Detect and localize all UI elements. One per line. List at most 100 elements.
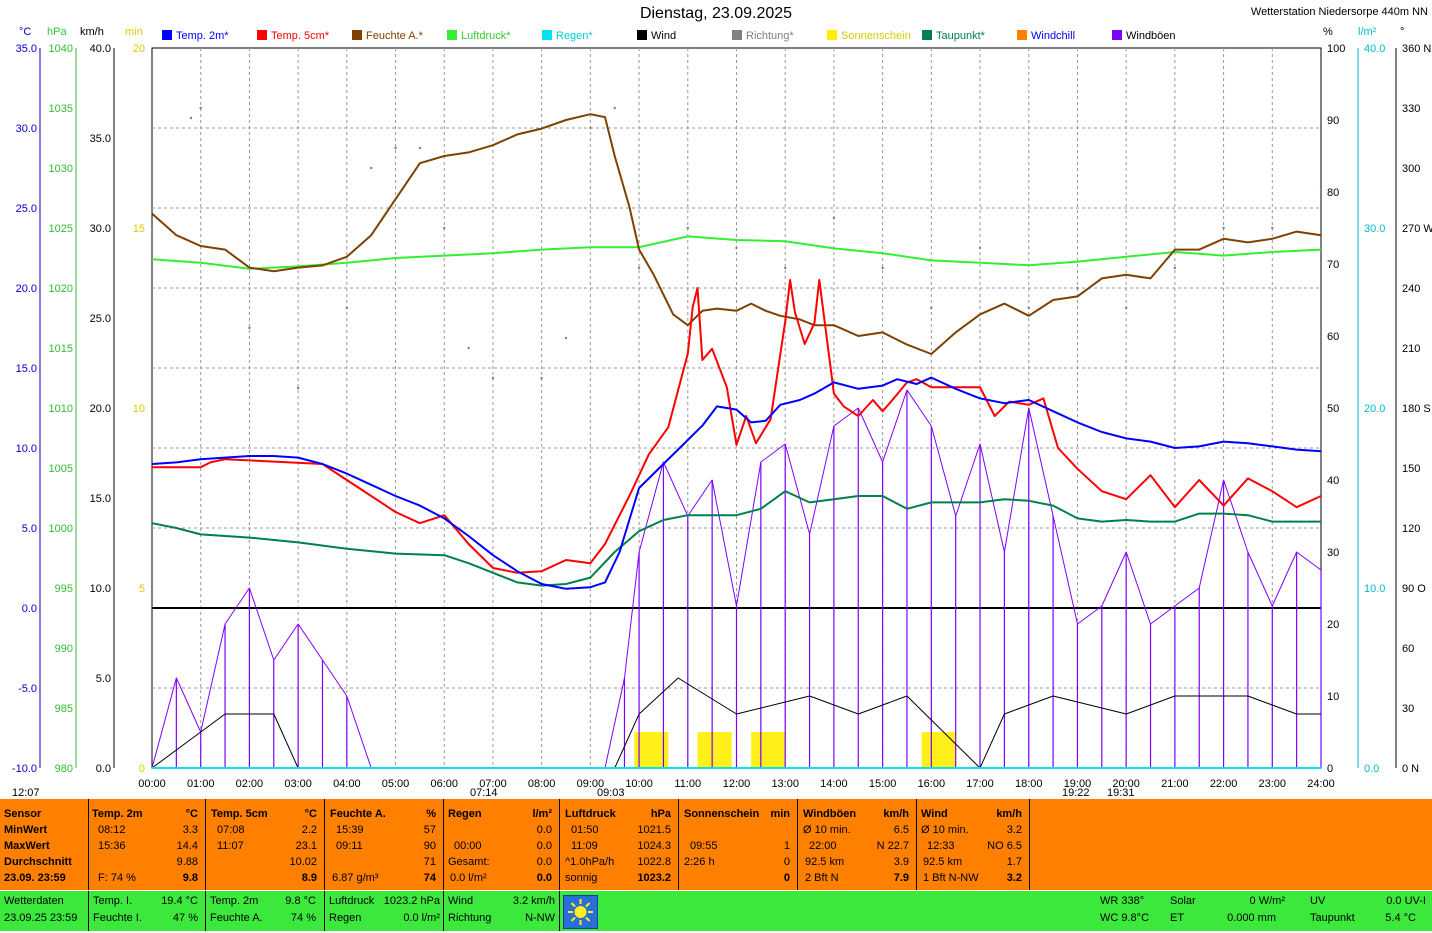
x-tick-label: 22:00: [1210, 778, 1238, 790]
panel-cell: 08:12: [98, 824, 126, 836]
panel-value: NO 6.5: [987, 840, 1022, 852]
legend-temp2m[interactable]: Temp. 2m*: [162, 30, 229, 42]
taupunkt-value: 5.4 °C: [1385, 912, 1416, 924]
y-tick-label: 40: [1327, 475, 1339, 487]
y-tick-label: 10.0: [90, 583, 111, 595]
y-tick-label: 40.0: [90, 43, 111, 55]
y-tick-label: 15.0: [16, 363, 37, 375]
panel-label: MinWert: [4, 824, 48, 836]
direction-dot: [1124, 306, 1128, 310]
panel-unit: l/m²: [532, 808, 552, 820]
legend-swatch: [732, 30, 742, 40]
legend-windboeen[interactable]: Windböen: [1112, 30, 1176, 42]
y-tick-label: -5.0: [18, 683, 37, 695]
x-tick-label: 13:00: [771, 778, 799, 790]
x-tick-label: 23:00: [1259, 778, 1287, 790]
y-tick-label: 15.0: [90, 493, 111, 505]
y-tick-label: 15: [133, 223, 145, 235]
x-tick-label: 02:00: [236, 778, 264, 790]
y-tick-label: 60: [1402, 643, 1414, 655]
sunshine-bar: [921, 732, 956, 768]
panel-cell: 92.5 km: [805, 856, 845, 868]
legend-label: Taupunkt*: [936, 30, 985, 42]
noon-marker: 12:07: [12, 787, 40, 799]
y-tick-label: 240: [1402, 283, 1420, 295]
sunshine-bar: [634, 732, 669, 768]
panel-value: 6.5: [893, 824, 909, 836]
legend-temp5cm[interactable]: Temp. 5cm*: [257, 30, 329, 42]
legend-label: Windböen: [1126, 30, 1176, 42]
x-tick-label: 04:00: [333, 778, 361, 790]
x-tick-label: 19:00: [1064, 778, 1092, 790]
y-tick-label: 5.0: [22, 523, 37, 535]
panel-sensor-col: Sensor MinWert MaxWert Durchschnitt 23.0…: [4, 799, 88, 890]
y-tick-label: 25.0: [90, 313, 111, 325]
panel-unit: %: [426, 808, 436, 820]
direction-dot: [613, 106, 616, 110]
direction-dot: [1076, 286, 1079, 290]
chart-title: Dienstag, 23.09.2025: [639, 5, 793, 22]
panel-head: Temp. 2m: [92, 808, 143, 820]
temp5cm-series-line: [152, 279, 1322, 574]
direction-dot: [881, 266, 884, 270]
y-tick-label: 60: [1327, 331, 1339, 343]
y-tick-label: 995: [55, 583, 73, 595]
direction-dot: [150, 226, 154, 230]
panel-value: 10.02: [289, 856, 317, 868]
legend-wind[interactable]: Wind: [637, 30, 676, 42]
panel-unit: km/h: [996, 808, 1022, 820]
direction-dot: [345, 306, 349, 310]
panel-value: 7.9: [893, 872, 909, 884]
y-tick-label: 1015: [49, 343, 73, 355]
y-tick-label: 1030: [49, 163, 73, 175]
direction-dot: [1222, 226, 1225, 230]
legend-taupunkt[interactable]: Taupunkt*: [922, 30, 985, 42]
legend-windchill[interactable]: Windchill: [1017, 30, 1075, 42]
y-tick-label: 70: [1327, 259, 1339, 271]
panel-label: 23.09. 23:59: [4, 872, 66, 884]
legend-sonnenschein[interactable]: Sonnenschein: [827, 30, 911, 42]
unit-celsius: °C: [19, 26, 32, 38]
unit-min: min: [125, 26, 143, 38]
y-tick-label: 990: [55, 643, 73, 655]
panel-value: 1023.2: [637, 872, 671, 884]
chart-legend: Temp. 2m* Temp. 5cm* Feuchte A.* Luftdru…: [0, 30, 1432, 46]
direction-dot: [686, 226, 689, 230]
sunshine-bar: [697, 732, 732, 768]
panel-cell: 0.0 l/m²: [450, 872, 487, 884]
panel-value: 1024.3: [637, 840, 671, 852]
direction-dot: [418, 146, 422, 150]
y-tick-label: 20: [1327, 619, 1339, 631]
panel-value: 74: [423, 872, 436, 884]
panel-cell: Ø 10 min.: [921, 824, 969, 836]
legend-luftdruck[interactable]: Luftdruck*: [447, 30, 511, 42]
panel-label: MaxWert: [4, 840, 50, 852]
x-tick-label: 14:00: [820, 778, 848, 790]
y-tick-label: 1025: [49, 223, 73, 235]
panel-value: 3.2: [1006, 824, 1022, 836]
panel-cell: sonnig: [565, 872, 598, 884]
y-tick-label: 10.0: [1364, 583, 1385, 595]
panel-windboeen-col: Windböen km/h Ø 10 min. 6.5 22:00 N 22.7 92…: [803, 799, 913, 890]
y-tick-label: 20.0: [16, 283, 37, 295]
y-tick-label: 0: [139, 763, 145, 775]
direction-dot: [589, 126, 592, 130]
panel-cell: ^1.0hPa/h: [565, 856, 615, 868]
panel-unit: km/h: [883, 808, 909, 820]
legend-swatch: [542, 30, 552, 40]
regen-label: Regen: [329, 912, 362, 924]
panel-value: 0.0: [536, 872, 552, 884]
x-tick-label: 15:00: [869, 778, 897, 790]
stats-panel: Sensor MinWert MaxWert Durchschnitt 23.0…: [0, 799, 1432, 890]
unit-lm2: l/m²: [1358, 26, 1377, 38]
direction-dot: [491, 376, 495, 380]
legend-regen[interactable]: Regen*: [542, 30, 593, 42]
direction-dot: [1271, 226, 1274, 230]
y-tick-label: 100: [1327, 43, 1345, 55]
legend-feuchte[interactable]: Feuchte A.*: [352, 30, 423, 42]
panel-value: 3.9: [893, 856, 909, 868]
legend-swatch: [637, 30, 647, 40]
panel-value: N 22.7: [876, 840, 909, 852]
legend-richtung[interactable]: Richtung*: [732, 30, 794, 42]
wc-value: WC 9.8°C: [1100, 912, 1150, 924]
